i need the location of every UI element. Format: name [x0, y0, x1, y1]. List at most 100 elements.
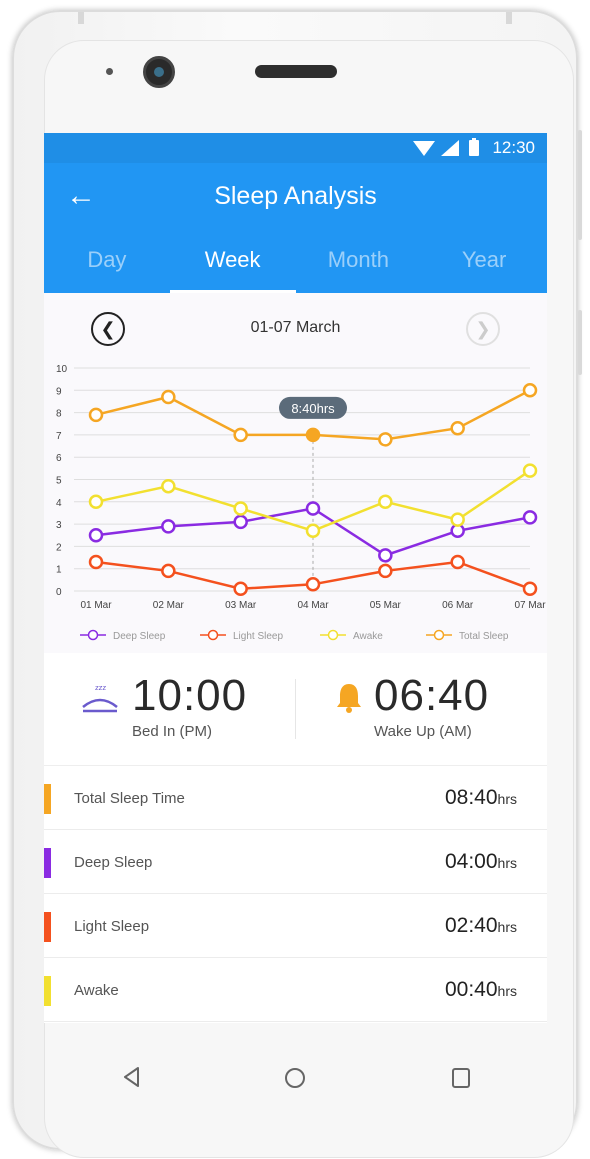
app-screen: 12:30 ← Sleep Analysis Day Week Month Ye… — [44, 133, 547, 1023]
data-point — [305, 577, 321, 592]
x-tick-label: 03 Mar — [225, 600, 257, 611]
tooltip-bubble — [279, 396, 347, 419]
data-point — [161, 563, 176, 579]
data-point — [305, 501, 321, 516]
tab-day[interactable]: Day — [87, 247, 127, 272]
sensor-dot — [106, 68, 113, 75]
front-camera — [143, 56, 175, 88]
power-button — [578, 310, 582, 375]
stat-value: 08:40hrs — [444, 786, 517, 809]
chevron-left-icon[interactable]: ❮ — [91, 312, 125, 346]
stat-label: Light Sleep — [74, 918, 150, 935]
sleep-line-chart: 0 1 2 3 4 5 6 7 8 9 10 01 Mar 02 Mar 03 Mar 04 Mar 05 M… — [56, 364, 546, 642]
stat-label: Deep Sleep — [74, 854, 153, 871]
data-point — [161, 519, 176, 534]
chevron-right-icon[interactable]: ❯ — [466, 312, 500, 346]
y-tick-label: 6 — [56, 453, 62, 464]
phone-top-notch — [78, 12, 84, 24]
y-tick-label: 0 — [56, 587, 62, 598]
tab-week[interactable]: Week — [169, 233, 296, 293]
list-item: Light Sleep 02:40hrs — [44, 894, 547, 958]
x-tick-label: 01 Mar — [80, 600, 112, 611]
nav-recent-icon[interactable] — [452, 1068, 470, 1088]
color-bar — [44, 848, 51, 878]
color-bar — [44, 784, 51, 814]
y-tick-label: 5 — [56, 476, 62, 487]
y-tick-label: 9 — [56, 386, 62, 397]
data-point — [88, 528, 104, 543]
legend-label: Deep Sleep — [113, 631, 166, 642]
app-bar: ← Sleep Analysis Day Week Month Year — [44, 163, 547, 293]
color-bar — [44, 912, 51, 942]
data-point — [161, 478, 176, 494]
list-item: Total Sleep Time 08:40hrs — [44, 766, 547, 830]
data-point — [378, 548, 393, 563]
x-tick-label: 02 Mar — [153, 600, 185, 611]
data-point — [305, 523, 321, 539]
data-point — [450, 554, 465, 570]
wake-up-label: Wake Up (AM) — [374, 723, 472, 740]
legend-marker — [87, 629, 99, 641]
list-item: Awake 00:40hrs — [44, 958, 547, 1022]
data-point — [88, 407, 104, 423]
x-tick-label: 05 Mar — [370, 600, 402, 611]
stat-value: 04:00hrs — [444, 850, 517, 873]
data-point — [522, 581, 538, 597]
earpiece-speaker — [255, 65, 337, 78]
legend-marker — [207, 629, 219, 641]
tooltip-text: 8:40hrs — [291, 401, 335, 416]
x-tick-label: 07 Mar — [514, 600, 546, 611]
stat-value: 00:40hrs — [444, 978, 517, 1001]
data-point — [378, 432, 393, 447]
data-point — [233, 501, 248, 516]
chart-panel: ❮ 01-07 March ❯ 0 1 2 3 4 5 6 7 8 9 10 01 Mar 02 Mar… — [44, 293, 547, 653]
x-tick-label: 06 Mar — [442, 600, 474, 611]
page-title: Sleep Analysis — [214, 182, 377, 210]
volume-button — [578, 130, 582, 240]
data-point — [161, 389, 176, 405]
sleep-times: zzz 10:00 Bed In (PM) 06:40 Wake Up (AM) — [44, 653, 547, 766]
y-tick-label: 8 — [56, 409, 62, 420]
stat-label: Total Sleep Time — [74, 790, 185, 807]
y-tick-label: 10 — [56, 364, 68, 375]
data-point — [233, 427, 248, 443]
divider — [295, 679, 296, 739]
data-point — [88, 554, 104, 570]
y-tick-label: 4 — [56, 498, 62, 509]
bed-in-time: 10:00 — [132, 671, 248, 720]
phone-top-notch — [506, 12, 512, 24]
wake-up-block: 06:40 Wake Up (AM) — [334, 671, 547, 740]
sleep-stats-list: Total Sleep Time 08:40hrs Deep Sleep 04:… — [44, 766, 547, 1022]
tab-month[interactable]: Month — [327, 247, 389, 272]
legend-marker — [433, 629, 445, 641]
date-range: 01-07 March — [250, 319, 341, 336]
stat-label: Awake — [74, 982, 119, 999]
list-item: Deep Sleep 04:00hrs — [44, 830, 547, 894]
status-time: 12:30 — [492, 138, 535, 157]
bed-icon: zzz — [82, 684, 118, 713]
signal-icon — [441, 140, 459, 156]
data-point — [522, 383, 538, 398]
color-bar — [44, 976, 51, 1006]
data-point — [233, 581, 248, 597]
data-point — [305, 427, 321, 443]
nav-home-icon[interactable] — [285, 1068, 305, 1088]
arrow-left-icon[interactable]: ← — [66, 179, 96, 212]
bed-in-label: Bed In (PM) — [132, 723, 213, 740]
y-tick-label: 7 — [56, 431, 62, 442]
data-point — [378, 494, 393, 510]
data-point — [522, 510, 538, 525]
y-tick-label: 2 — [56, 542, 62, 553]
legend-label: Total Sleep — [459, 631, 509, 642]
legend-marker — [327, 629, 339, 641]
tab-year[interactable]: Year — [461, 247, 507, 272]
data-point — [233, 514, 248, 530]
data-point — [88, 494, 104, 510]
nav-back-icon[interactable] — [120, 1065, 144, 1089]
bell-icon — [337, 684, 361, 713]
y-tick-label: 1 — [56, 565, 62, 576]
wifi-icon — [413, 141, 435, 156]
y-tick-label: 3 — [56, 520, 62, 531]
legend-label: Awake — [353, 631, 383, 642]
legend-label: Light Sleep — [233, 631, 283, 642]
